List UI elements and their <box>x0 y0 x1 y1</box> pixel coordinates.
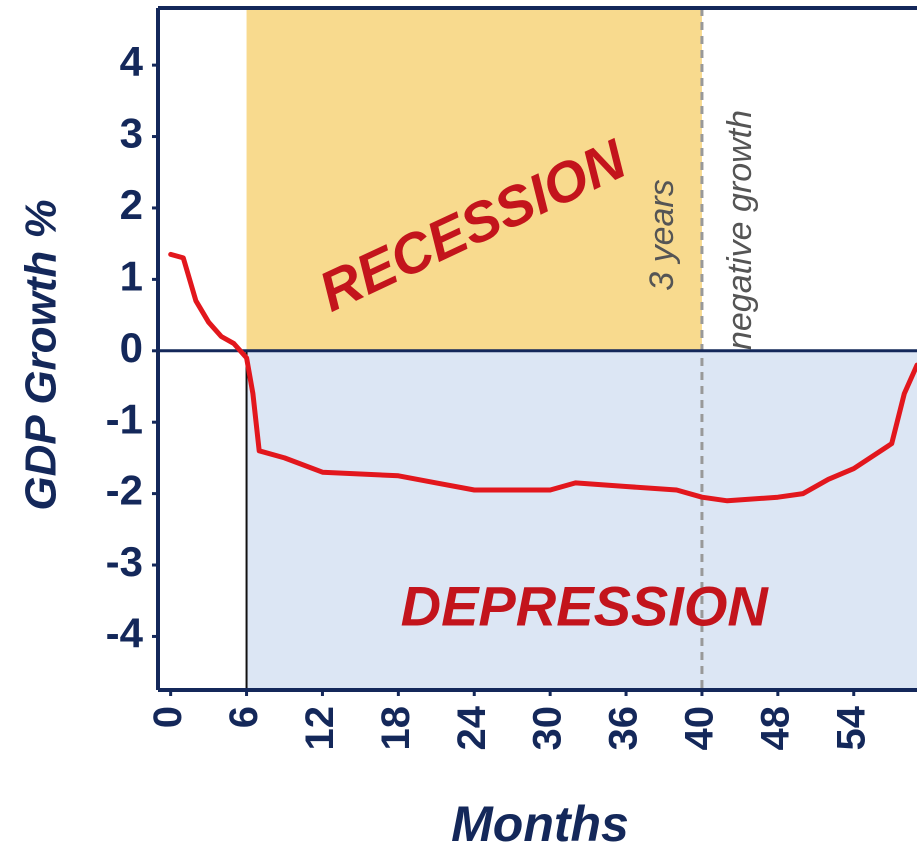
x-tick-label: 0 <box>146 706 190 728</box>
x-tick-label: 30 <box>526 706 570 751</box>
y-tick-label: 4 <box>120 38 144 85</box>
vline-label: negative growth <box>721 110 759 350</box>
y-axis-title: GDP Growth % <box>17 199 66 510</box>
y-tick-label: 2 <box>120 181 143 228</box>
y-tick-label: -2 <box>106 467 143 514</box>
region-label: DEPRESSION <box>401 575 770 638</box>
x-tick-label: 36 <box>602 706 646 751</box>
y-tick-label: 1 <box>120 252 143 299</box>
plot <box>168 251 917 504</box>
y-tick-label: -1 <box>106 395 143 442</box>
x-axis-title: Months <box>451 796 629 852</box>
axes <box>152 6 917 696</box>
x-tick-label: 54 <box>829 705 873 750</box>
y-tick-label: 3 <box>120 110 143 157</box>
x-tick-label: 6 <box>222 706 266 728</box>
x-tick-label: 24 <box>450 705 494 750</box>
y-tick-label: -3 <box>106 538 143 585</box>
x-tick-label: 48 <box>753 706 797 751</box>
line <box>168 251 917 504</box>
y-tick-label: 0 <box>120 324 143 371</box>
region <box>246 350 917 690</box>
vline-label: 3 years <box>643 179 681 291</box>
y-tick-label: -4 <box>106 610 144 657</box>
region <box>246 8 702 351</box>
x-tick-label: 18 <box>374 706 418 751</box>
regions <box>245 8 917 690</box>
x-tick-label: 12 <box>298 706 342 751</box>
x-tick-label: 40 <box>678 706 722 751</box>
